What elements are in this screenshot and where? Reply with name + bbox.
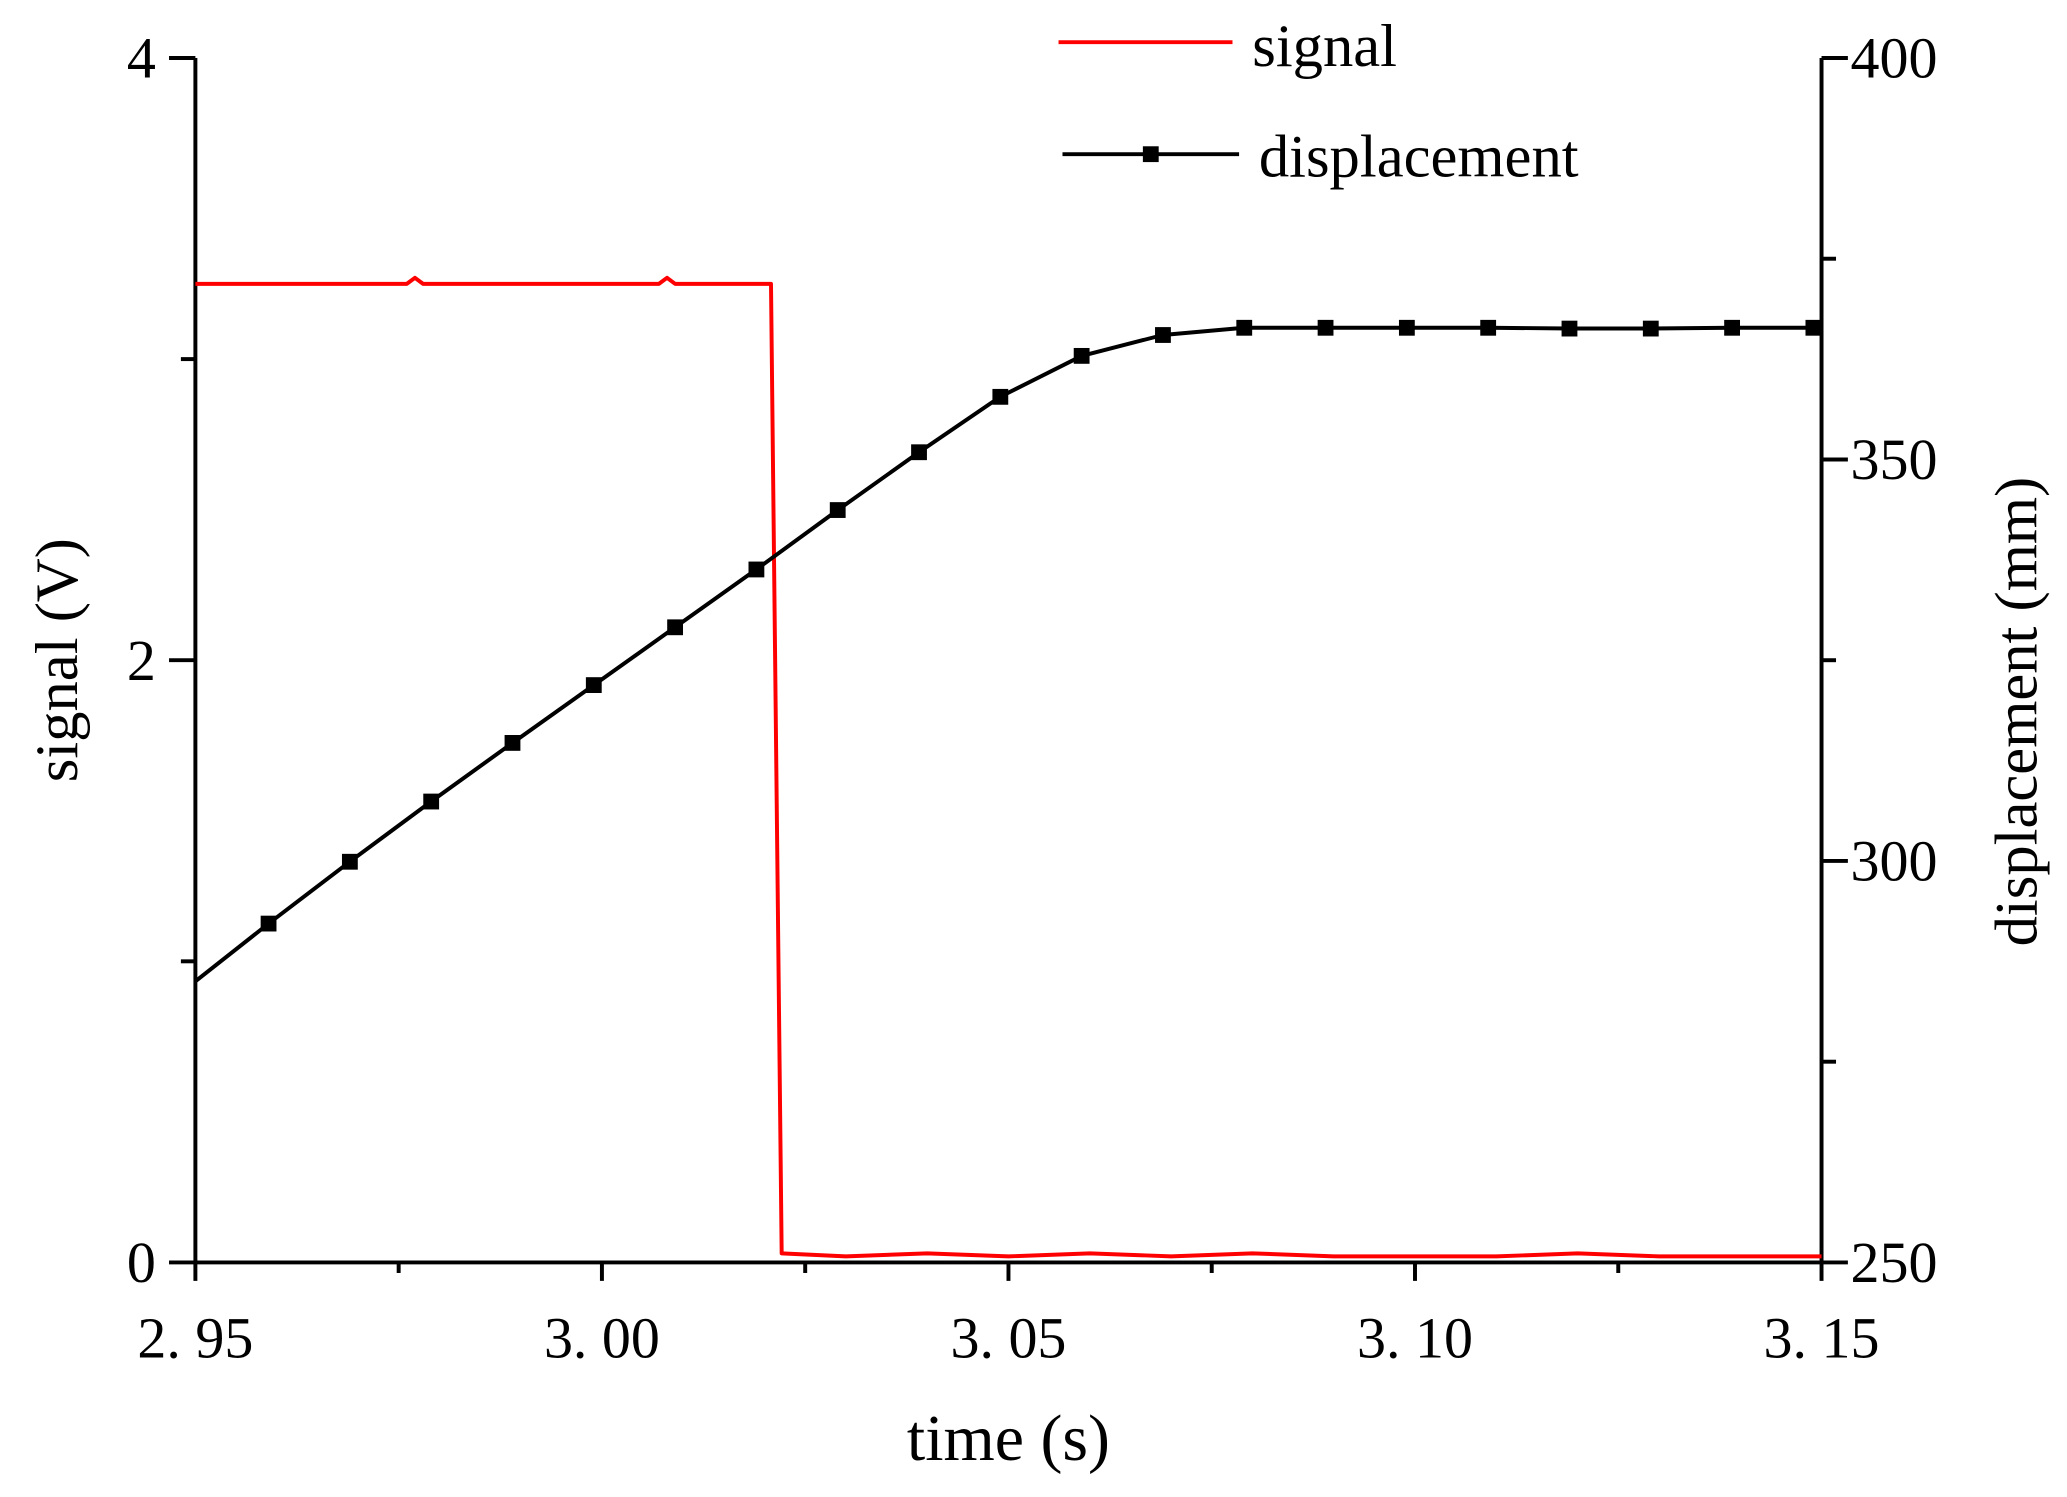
legend: signal displacement	[1058, 13, 1579, 191]
displacement-marker	[341, 853, 358, 870]
legend-displacement-label: displacement	[1259, 124, 1579, 191]
displacement-marker	[992, 388, 1009, 405]
x-tick-label: 3. 05	[950, 1305, 1066, 1370]
y-right-tick-label: 300	[1851, 829, 1938, 894]
y-right-tick-label: 350	[1851, 427, 1938, 492]
x-tick-label: 3. 00	[544, 1305, 660, 1370]
y-left-tick-label: 4	[127, 26, 156, 91]
displacement-marker	[1805, 319, 1822, 336]
y-left-axis-label: signal (V)	[24, 538, 91, 782]
axes	[193, 57, 1824, 1265]
x-tick-label: 3. 10	[1357, 1305, 1473, 1370]
displacement-marker	[829, 502, 846, 518]
legend-displacement-marker	[1142, 146, 1159, 163]
displacement-marker	[1073, 347, 1090, 364]
displacement-marker	[911, 444, 927, 461]
displacement-marker	[423, 793, 440, 810]
displacement-marker	[1724, 319, 1741, 336]
displacement-marker	[1155, 327, 1171, 343]
displacement-marker	[260, 915, 277, 932]
x-axis-label: time (s)	[907, 1402, 1110, 1475]
displacement-marker	[667, 619, 684, 636]
displacement-marker	[1561, 320, 1578, 337]
displacement-marker	[1398, 319, 1415, 336]
y-right-axis-label: displacement (mm)	[1983, 477, 2050, 947]
x-tick-label: 2. 95	[137, 1305, 253, 1370]
y-right-tick-label: 400	[1851, 26, 1938, 91]
displacement-marker	[1642, 320, 1659, 337]
y-left-tick-label: 2	[127, 628, 156, 693]
displacement-marker	[1236, 319, 1253, 336]
displacement-marker	[504, 735, 521, 751]
ticks: 2. 95 3. 00 3. 05 3. 10 3. 15 0 2 4 250 300 350 400	[127, 26, 1938, 1371]
displacement-line	[194, 325, 1814, 983]
displacement-marker	[748, 561, 765, 578]
y-right-tick-label: 250	[1851, 1230, 1938, 1295]
displacement-marker	[1480, 319, 1497, 336]
y-left-tick-label: 0	[127, 1230, 156, 1295]
displacement-marker	[1317, 319, 1334, 336]
displacement-marker	[585, 677, 602, 694]
series-layer	[194, 275, 1822, 1259]
legend-signal-label: signal	[1252, 13, 1397, 80]
signal-line	[195, 275, 1822, 1259]
x-tick-label: 3. 15	[1764, 1305, 1880, 1370]
